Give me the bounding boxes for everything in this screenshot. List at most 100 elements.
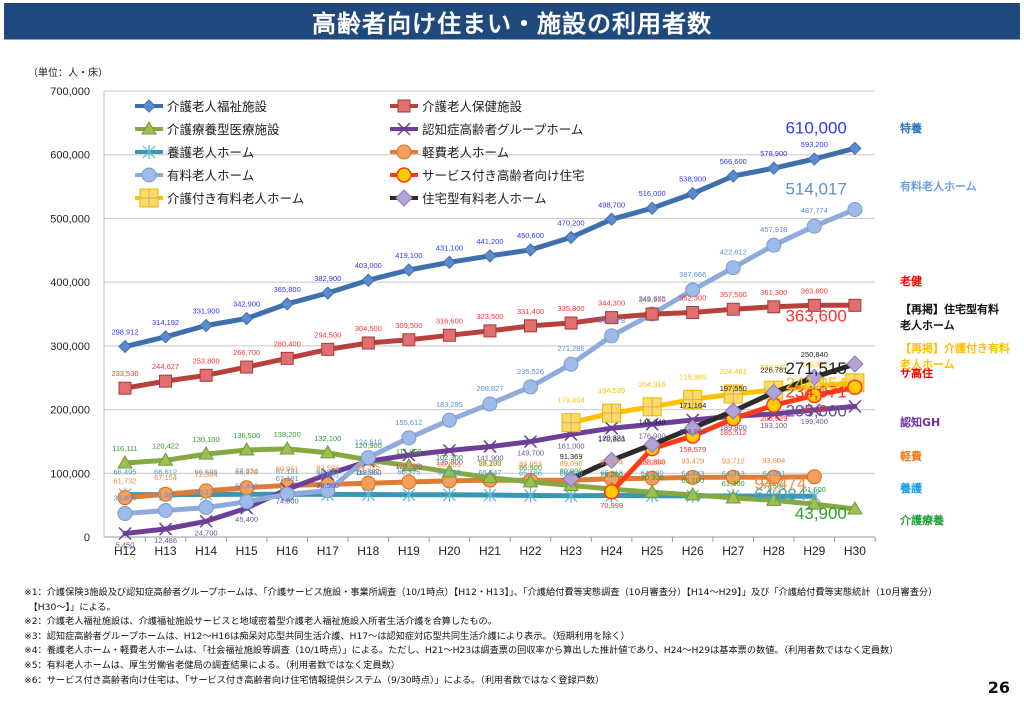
data-label: 171,164 [679, 401, 706, 410]
data-point [198, 500, 214, 516]
data-label: 55,448 [235, 482, 258, 491]
data-label: 344,300 [598, 299, 625, 308]
end-value-label: 271,515 [785, 359, 846, 378]
data-label: 335,800 [557, 304, 584, 313]
data-point [360, 475, 376, 491]
data-label: 70,999 [600, 501, 623, 510]
data-point [603, 484, 620, 500]
data-point [320, 483, 336, 499]
data-point [199, 318, 213, 333]
data-label: 93,712 [722, 456, 745, 465]
data-point [483, 488, 497, 503]
data-label: 244,627 [152, 362, 179, 371]
data-label: 65,113 [600, 469, 622, 478]
data-label: 419,100 [395, 251, 422, 260]
data-point [198, 446, 214, 460]
data-point [524, 319, 537, 333]
data-point [158, 486, 174, 502]
end-value-label: 363,600 [785, 306, 846, 325]
data-point [725, 260, 741, 276]
legend-item-label: 介護付き有料老人ホーム [167, 191, 304, 206]
data-label: 593,200 [801, 140, 828, 149]
data-label: 170,800 [598, 435, 625, 444]
data-point [157, 452, 174, 466]
data-label: 431,100 [436, 243, 463, 252]
data-point [142, 145, 156, 159]
data-label: 357,500 [720, 290, 747, 299]
data-label: 120,321 [598, 433, 625, 442]
data-label: 487,774 [801, 206, 828, 215]
data-label: 66,837 [316, 467, 339, 476]
data-label: 91,474 [600, 458, 623, 467]
series-side-label: 老人ホーム [899, 318, 955, 332]
legend-item-label: サービス付き高齢者向け住宅 [422, 168, 585, 183]
data-label: 46,121 [195, 488, 218, 497]
data-point [401, 474, 417, 490]
data-point [643, 435, 661, 454]
data-label: 179,404 [557, 396, 584, 405]
y-tick-label: 400,000 [50, 277, 90, 289]
data-point [442, 487, 456, 502]
data-point [482, 396, 498, 412]
data-point [522, 473, 539, 488]
data-point [402, 487, 416, 502]
data-point [199, 368, 213, 382]
y-tick-label: 300,000 [50, 341, 90, 353]
data-label: 82,594 [316, 463, 339, 472]
unit-label: （単位：人・床） [28, 68, 108, 79]
data-label: 66,239 [438, 468, 461, 477]
data-label: 66,495 [114, 468, 137, 477]
data-label: 193,100 [760, 421, 787, 430]
footnote: ※1：介護保険3施設及び認知症高齢者グループホームは、「介護サービス施設・事業所… [24, 587, 938, 598]
data-label: 61,300 [722, 479, 745, 488]
data-point [602, 403, 622, 423]
data-label: 70,300 [641, 473, 664, 482]
end-value-label: 205,000 [785, 401, 846, 420]
data-label: 124,610 [355, 438, 382, 447]
data-label: 64,443 [681, 469, 704, 478]
data-point [685, 469, 701, 485]
data-label: 64,630 [560, 469, 583, 478]
data-point [158, 330, 173, 344]
data-label: 309,500 [395, 321, 422, 330]
data-point [683, 389, 703, 409]
data-label: 349,975 [639, 294, 666, 303]
series-side-label: 【再掲】介護付き有料 [900, 341, 1010, 355]
data-label: 66,612 [154, 468, 177, 477]
data-point [396, 144, 412, 160]
series-side-label: 有料老人ホーム [900, 179, 977, 193]
data-label: 89,053 [519, 459, 542, 468]
data-point [644, 484, 661, 498]
data-label: 111,800 [396, 447, 422, 456]
data-point [686, 306, 700, 320]
data-point [645, 307, 659, 321]
data-label: 233,536 [111, 369, 138, 378]
footnote: ※6：サービス付き高齢者向け住宅は、「サービス付き高齢者向け住宅情報提供システム… [24, 674, 605, 686]
series-side-label: 養護 [900, 481, 923, 495]
data-label: 61,732 [114, 477, 137, 486]
data-label: 450,600 [517, 231, 544, 240]
data-label: 331,400 [517, 307, 544, 316]
data-point [767, 161, 781, 175]
end-value-label: 241,954 [785, 374, 846, 393]
data-label: 80,900 [560, 466, 583, 475]
data-point [806, 496, 823, 510]
data-point [483, 249, 497, 263]
data-label: 352,300 [679, 294, 706, 303]
data-point [321, 342, 335, 356]
footnotes: ※1：介護保険3施設及び認知症高齢者グループホームは、「介護サービス施設・事業所… [24, 586, 937, 688]
data-point [645, 417, 659, 431]
data-point [725, 469, 741, 485]
data-label: 64,830 [641, 469, 664, 478]
data-label: 516,000 [639, 189, 666, 198]
x-tick-label: H15 [236, 544, 258, 558]
data-label: 197,550 [720, 384, 747, 393]
x-tick-label: H27 [722, 544, 744, 558]
data-label: 230,570 [760, 363, 787, 372]
data-label: 578,900 [760, 149, 787, 158]
data-label: 158,579 [679, 445, 706, 454]
data-point [483, 324, 497, 338]
data-label: 41,582 [154, 491, 177, 500]
data-label: 253,800 [193, 356, 220, 365]
data-label: 183,295 [436, 400, 463, 409]
